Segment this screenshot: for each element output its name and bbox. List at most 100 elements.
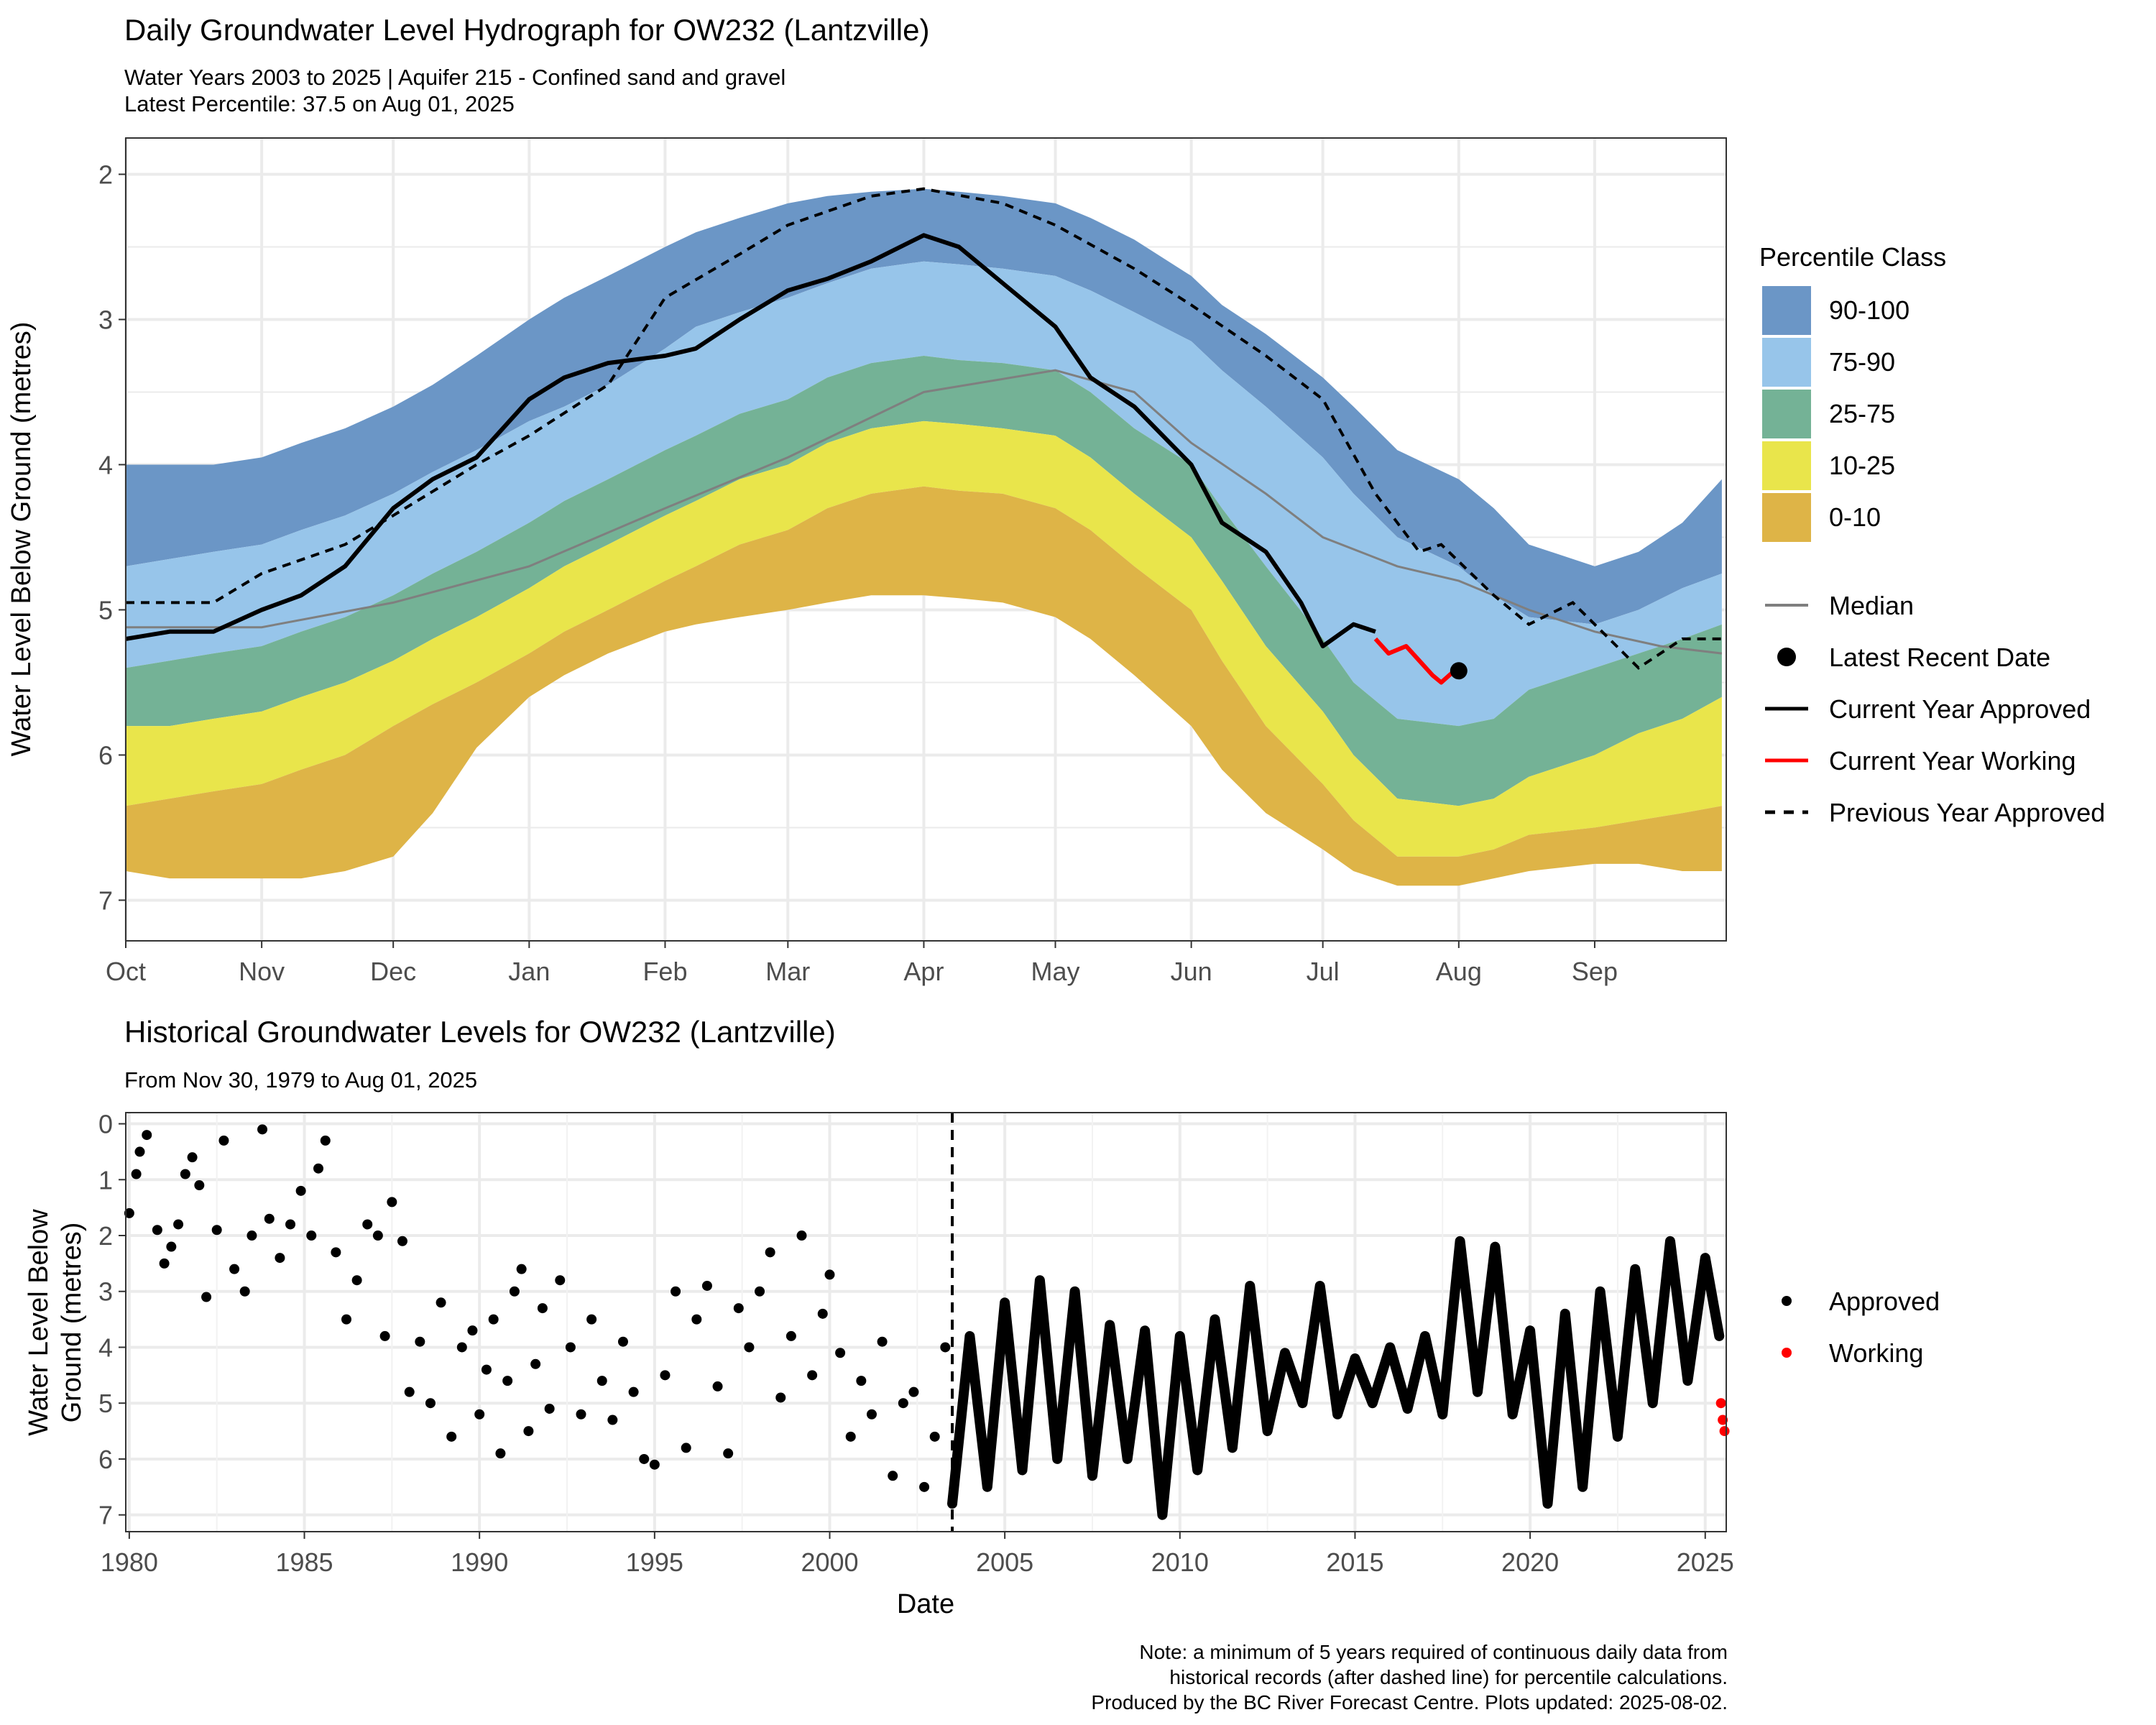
approved-point bbox=[617, 1336, 628, 1347]
approved-point bbox=[306, 1230, 317, 1241]
legend-label-0-10: 0-10 bbox=[1829, 502, 1881, 532]
band-75-90 bbox=[126, 261, 1722, 727]
bottom-chart-subtitle: From Nov 30, 1979 to Aug 01, 2025 bbox=[124, 1067, 477, 1092]
top-y-tick-label: 4 bbox=[98, 450, 113, 479]
approved-point bbox=[796, 1230, 807, 1241]
bottom-panel-border bbox=[125, 1112, 1727, 1532]
approved-point bbox=[817, 1308, 828, 1319]
top-chart-title: Daily Groundwater Level Hydrograph for O… bbox=[124, 13, 930, 47]
approved-point bbox=[523, 1426, 534, 1437]
latest-recent-date-point bbox=[1450, 662, 1468, 680]
bottom-x-tick-label: 2015 bbox=[1326, 1547, 1383, 1577]
approved-point bbox=[436, 1297, 446, 1308]
approved-point bbox=[387, 1197, 397, 1208]
approved-point bbox=[660, 1370, 671, 1381]
approved-point bbox=[607, 1414, 618, 1425]
approved-point bbox=[681, 1443, 691, 1453]
approved-point bbox=[488, 1314, 499, 1325]
approved-point bbox=[446, 1431, 457, 1442]
approved-point bbox=[474, 1409, 485, 1420]
approved-point bbox=[397, 1236, 407, 1246]
approved-point bbox=[596, 1376, 607, 1386]
legend-key-working bbox=[1782, 1348, 1792, 1358]
approved-point bbox=[628, 1386, 639, 1397]
approved-point bbox=[285, 1219, 296, 1230]
legend-label-75-90: 75-90 bbox=[1829, 347, 1895, 377]
approved-point bbox=[733, 1303, 744, 1314]
bottom-y-axis-title-line1: Water Level Below bbox=[24, 1209, 54, 1436]
bottom-y-tick-label: 1 bbox=[98, 1165, 113, 1195]
legend-label-line: Current Year Working bbox=[1829, 746, 2076, 776]
bottom-y-tick-label: 0 bbox=[98, 1110, 113, 1139]
top-x-tick-label: Mar bbox=[765, 957, 810, 986]
note-line-2: historical records (after dashed line) f… bbox=[1169, 1666, 1728, 1688]
bottom-legend: Approved Working bbox=[1782, 1287, 1940, 1368]
approved-continuous-record bbox=[947, 1236, 1725, 1520]
historical-points bbox=[124, 1124, 1730, 1520]
legend-key-25-75 bbox=[1762, 390, 1811, 438]
approved-point bbox=[456, 1342, 467, 1353]
approved-point bbox=[908, 1386, 919, 1397]
legend-label-line: Current Year Approved bbox=[1829, 694, 2091, 724]
legend-key-latest bbox=[1777, 648, 1796, 666]
bottom-y-tick-label: 4 bbox=[98, 1333, 113, 1362]
approved-point bbox=[786, 1330, 796, 1341]
top-series-lines bbox=[125, 187, 1723, 685]
approved-point bbox=[723, 1448, 734, 1459]
legend-label-working: Working bbox=[1829, 1338, 1923, 1368]
top-y-axis-title: Water Level Below Ground (metres) bbox=[6, 322, 37, 757]
top-chart-subtitle-1: Water Years 2003 to 2025 | Aquifer 215 -… bbox=[124, 65, 786, 90]
approved-point bbox=[194, 1180, 205, 1191]
approved-point bbox=[807, 1370, 818, 1381]
legend-label-10-25: 10-25 bbox=[1829, 451, 1895, 480]
legend-label-line: Previous Year Approved bbox=[1829, 798, 2105, 827]
approved-point bbox=[257, 1124, 268, 1135]
bottom-x-axis-title: Date bbox=[897, 1589, 954, 1619]
band-25-75 bbox=[126, 356, 1722, 806]
approved-point bbox=[744, 1342, 755, 1353]
approved-point bbox=[341, 1314, 352, 1325]
legend-key-75-90 bbox=[1762, 338, 1811, 387]
approved-point bbox=[331, 1247, 341, 1258]
legend-label-line: Latest Recent Date bbox=[1829, 643, 2050, 672]
approved-point bbox=[530, 1358, 541, 1369]
top-y-tick-label: 3 bbox=[98, 305, 113, 334]
approved-point bbox=[218, 1135, 229, 1146]
working-point bbox=[1719, 1426, 1730, 1437]
legend-label-approved: Approved bbox=[1829, 1287, 1940, 1316]
bottom-y-tick-label: 7 bbox=[98, 1501, 113, 1530]
bottom-y-tick-label: 6 bbox=[98, 1445, 113, 1474]
approved-point bbox=[124, 1208, 134, 1218]
bottom-x-tick-label: 1985 bbox=[275, 1547, 333, 1577]
approved-point bbox=[495, 1448, 506, 1459]
approved-point bbox=[467, 1325, 478, 1336]
approved-point bbox=[481, 1364, 492, 1375]
approved-point bbox=[877, 1336, 888, 1347]
approved-point bbox=[180, 1169, 190, 1179]
approved-point bbox=[362, 1219, 373, 1230]
approved-point bbox=[173, 1219, 184, 1230]
bottom-x-tick-label: 2020 bbox=[1501, 1547, 1559, 1577]
legend-key-90-100 bbox=[1762, 286, 1811, 335]
current-year-approved-line bbox=[125, 233, 1376, 648]
approved-point bbox=[313, 1163, 324, 1174]
top-x-tick-label: Aug bbox=[1436, 957, 1482, 986]
approved-point bbox=[671, 1286, 681, 1297]
working-point bbox=[1715, 1398, 1726, 1409]
approved-point bbox=[247, 1230, 257, 1241]
approved-point bbox=[919, 1481, 930, 1492]
approved-point bbox=[320, 1135, 331, 1146]
approved-point bbox=[755, 1286, 765, 1297]
previous-year-approved-line bbox=[126, 187, 1722, 670]
legend-key-0-10 bbox=[1762, 493, 1811, 542]
approved-point bbox=[295, 1185, 306, 1196]
approved-point bbox=[576, 1409, 586, 1420]
approved-point bbox=[229, 1264, 240, 1274]
top-x-tick-label: Sep bbox=[1572, 957, 1618, 986]
approved-point bbox=[765, 1247, 775, 1258]
approved-point bbox=[502, 1376, 513, 1386]
approved-point bbox=[701, 1280, 712, 1291]
top-x-tick-label: Oct bbox=[106, 957, 146, 986]
approved-point bbox=[775, 1392, 786, 1403]
approved-point bbox=[835, 1348, 846, 1358]
